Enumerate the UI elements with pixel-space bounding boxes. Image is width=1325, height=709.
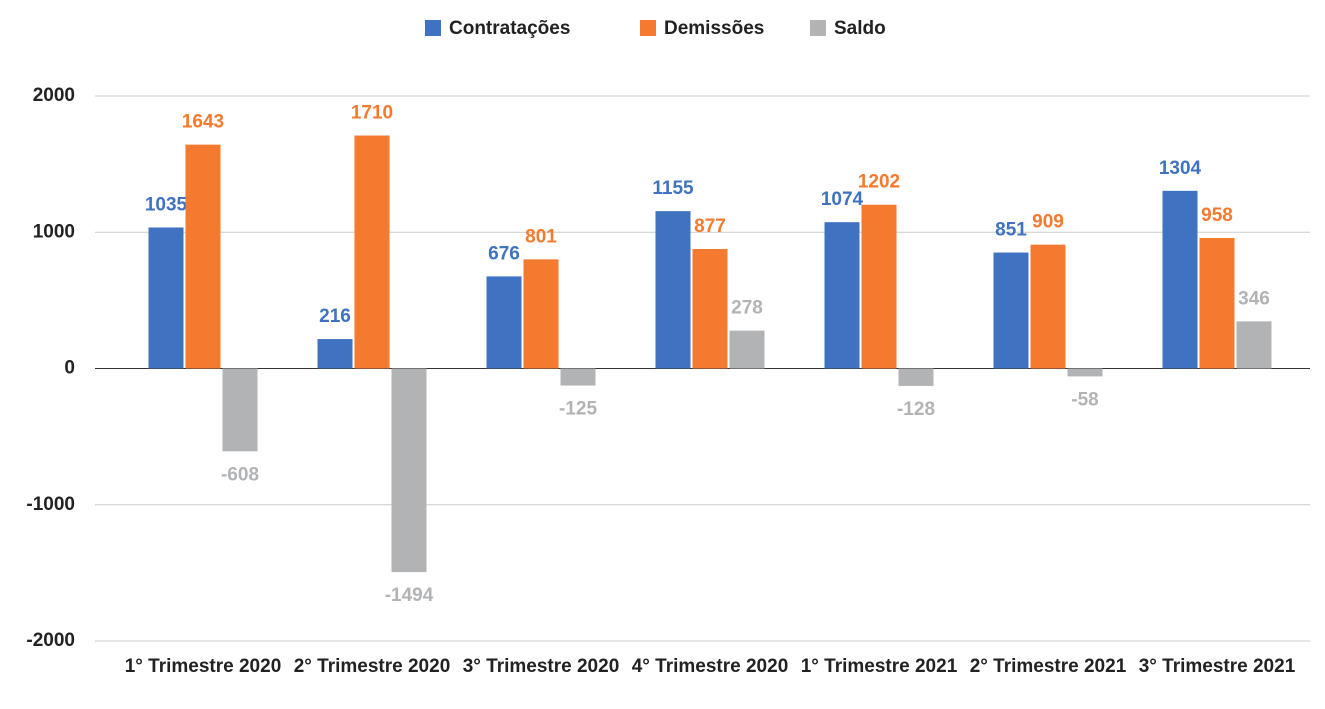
bar (898, 368, 934, 386)
data-label: 216 (319, 306, 351, 327)
bar (185, 144, 221, 369)
x-tick-label: 3° Trimestre 2021 (1138, 656, 1296, 677)
data-label: 801 (525, 226, 557, 247)
bar (1236, 321, 1272, 369)
data-label: 877 (694, 216, 726, 237)
data-label: -1494 (385, 585, 434, 606)
bar (729, 330, 765, 369)
y-tick-label: 0 (64, 358, 75, 379)
data-label: -128 (897, 399, 935, 420)
x-tick-label: 4° Trimestre 2020 (631, 656, 789, 677)
data-label: 1304 (1159, 158, 1202, 179)
legend-label: Demissões (664, 18, 764, 39)
data-label: 958 (1201, 205, 1233, 226)
legend-swatch (810, 20, 826, 36)
data-label: 346 (1238, 288, 1270, 309)
legend-swatch (640, 20, 656, 36)
x-tick-label: 1° Trimestre 2021 (800, 656, 958, 677)
bar (1199, 237, 1235, 369)
data-label: 1155 (652, 178, 694, 199)
bar (1067, 368, 1103, 377)
data-label: 1074 (821, 189, 864, 210)
data-label: 909 (1032, 212, 1064, 233)
legend-label: Saldo (834, 18, 886, 39)
bar (824, 222, 860, 369)
bar (391, 368, 427, 573)
bar (861, 204, 897, 369)
bar (317, 339, 353, 369)
data-label: 851 (995, 220, 1027, 241)
bar (560, 368, 596, 386)
bar (486, 276, 522, 369)
data-label: 676 (488, 243, 520, 264)
x-tick-label: 1° Trimestre 2020 (124, 656, 282, 677)
y-tick-label: 2000 (33, 85, 75, 106)
bar (354, 135, 390, 369)
bar (655, 211, 691, 369)
x-tick-label: 2° Trimestre 2021 (969, 656, 1127, 677)
data-label: -125 (559, 399, 597, 420)
data-label: 1035 (145, 194, 188, 215)
bar (1162, 190, 1198, 369)
legend-swatch (425, 20, 441, 36)
y-tick-label: -1000 (26, 494, 75, 515)
legend-label: Contratações (449, 18, 570, 39)
y-tick-label: 1000 (33, 221, 75, 242)
data-label: -58 (1071, 389, 1098, 410)
data-label: 1710 (351, 103, 393, 124)
bar (523, 259, 559, 369)
data-label: 1643 (182, 112, 224, 133)
bar (148, 227, 184, 369)
data-label: -608 (221, 464, 259, 485)
x-tick-label: 2° Trimestre 2020 (293, 656, 451, 677)
y-tick-label: -2000 (26, 630, 75, 651)
x-tick-label: 3° Trimestre 2020 (462, 656, 620, 677)
bar (222, 368, 258, 452)
bar (993, 252, 1029, 369)
data-label: 1202 (858, 172, 900, 193)
bar (1030, 244, 1066, 369)
data-label: 278 (731, 298, 763, 319)
bar (692, 249, 728, 369)
